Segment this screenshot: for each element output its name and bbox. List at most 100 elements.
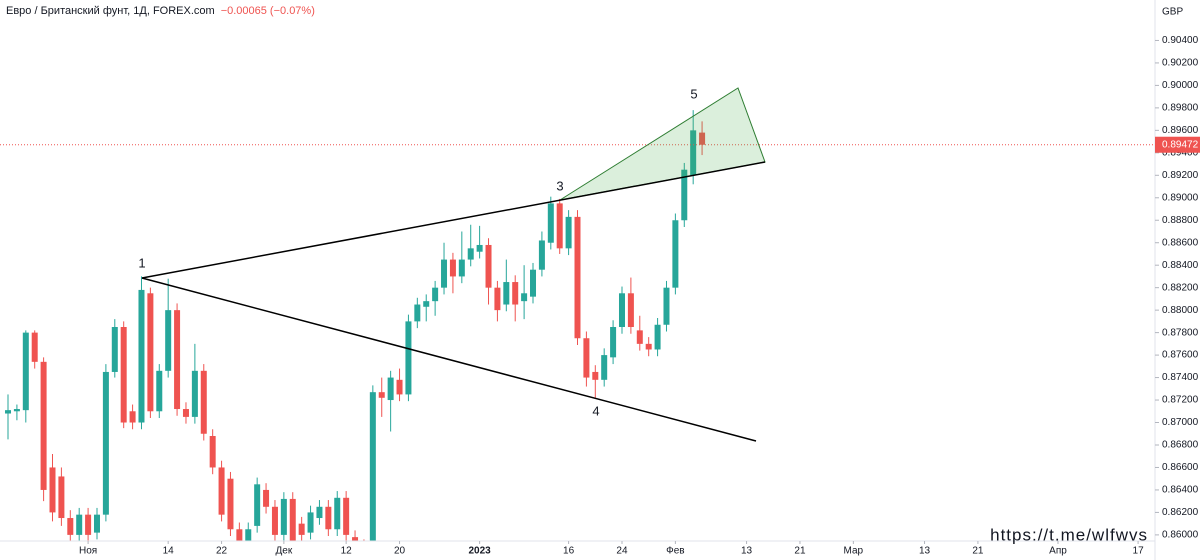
candle-body	[503, 282, 510, 305]
candle-body	[592, 371, 599, 380]
y-tick-label: 0.88000	[1162, 305, 1199, 316]
y-tick-label: 0.88200	[1162, 282, 1199, 293]
candle-body	[387, 377, 394, 401]
y-tick-label: 0.89200	[1162, 170, 1199, 181]
plot-area	[0, 110, 1155, 559]
wave-label: 5	[690, 86, 697, 101]
x-tick-label: 17	[1133, 546, 1145, 557]
lower-trend-line	[141, 277, 757, 442]
candle-body	[147, 293, 154, 412]
candle-body	[432, 287, 439, 302]
candle-body	[182, 409, 189, 417]
y-tick-label: 0.89400	[1162, 147, 1199, 158]
candle-body	[40, 361, 47, 490]
candle-body	[93, 514, 100, 533]
candle-body	[280, 498, 287, 535]
candle-body	[618, 293, 625, 327]
x-tick-label: 21	[972, 546, 984, 557]
candle-body	[636, 330, 643, 344]
candle-body	[245, 529, 252, 547]
x-tick-label: 16	[563, 546, 575, 557]
x-tick-label: 12	[341, 546, 353, 557]
candle-body	[111, 327, 118, 372]
x-tick-label: 20	[394, 546, 406, 557]
x-tick-label: 14	[163, 546, 175, 557]
x-axis-area	[0, 541, 1155, 560]
y-tick-label: 0.86800	[1162, 440, 1199, 451]
candle-body	[13, 409, 20, 412]
candle-body	[530, 269, 537, 297]
wave-label: 4	[592, 403, 599, 418]
last-price-label: 0.89472	[1162, 139, 1199, 150]
candle-body	[76, 514, 83, 535]
candle-body	[271, 506, 278, 535]
candle-body	[200, 370, 207, 434]
candle-body	[681, 169, 688, 221]
y-tick-label: 0.86000	[1162, 530, 1199, 541]
candle-body	[49, 467, 56, 513]
y-tick-label: 0.87200	[1162, 395, 1199, 406]
candle-body	[672, 220, 679, 288]
candle-body	[102, 371, 109, 515]
candle-body	[58, 476, 65, 519]
candle-body	[218, 467, 225, 515]
y-tick-label: 0.86200	[1162, 507, 1199, 518]
candle-body	[191, 370, 198, 417]
candle-body	[138, 289, 145, 423]
candle-body	[129, 411, 136, 423]
x-tick-label: 13	[919, 546, 931, 557]
x-tick-label: Мар	[844, 546, 864, 557]
x-tick-label: Дек	[275, 546, 292, 557]
candle-body	[120, 327, 127, 423]
candle-body	[574, 216, 581, 339]
candle-body	[31, 332, 38, 362]
x-tick-label: 21	[794, 546, 806, 557]
symbol-title: Евро / Британский фунт, 1Д, FOREX.com	[6, 5, 215, 17]
candle-body	[458, 259, 465, 277]
candle-body	[156, 370, 163, 412]
y-tick-label: 0.90000	[1162, 80, 1199, 91]
y-tick-label: 0.87400	[1162, 372, 1199, 383]
x-tick-label: 2023	[468, 546, 491, 557]
y-tick-label: 0.86600	[1162, 462, 1199, 473]
wave-label: 1	[138, 255, 145, 270]
candle-body	[67, 518, 74, 535]
candle-body	[307, 512, 314, 533]
candle-body	[369, 392, 376, 552]
y-tick-label: 0.89000	[1162, 192, 1199, 203]
candle-body	[654, 324, 661, 350]
x-tick-label: 22	[216, 546, 228, 557]
candle-body	[325, 506, 332, 530]
x-tick-label: 13	[741, 546, 753, 557]
y-tick-label: 0.89600	[1162, 125, 1199, 136]
candle-body	[343, 497, 350, 535]
candle-body	[165, 310, 172, 371]
candle-body	[565, 216, 572, 249]
y-tick-label: 0.87800	[1162, 327, 1199, 338]
candle-body	[378, 392, 385, 398]
y-tick-label: 0.88600	[1162, 237, 1199, 248]
candle-body	[556, 203, 563, 249]
candle-body	[485, 244, 492, 288]
currency-label: GBP	[1162, 7, 1183, 18]
candle-body	[512, 282, 519, 305]
candle-body	[467, 248, 474, 260]
x-tick-label: Ноя	[79, 546, 97, 557]
candle-body	[414, 304, 421, 322]
y-tick-label: 0.90200	[1162, 58, 1199, 69]
candle-body	[22, 332, 29, 411]
candle-body	[334, 497, 341, 530]
candle-body	[227, 478, 234, 530]
candle-body	[236, 529, 243, 547]
upper-trend-line	[141, 161, 766, 279]
candle-body	[396, 379, 403, 395]
candle-body	[298, 523, 305, 535]
candle-body	[174, 310, 181, 410]
candle-body	[645, 343, 652, 350]
y-axis-area	[1155, 0, 1200, 560]
pattern-drawing: 1 3 4 5	[138, 86, 766, 442]
price-change: −0.00065 (−0.07%)	[221, 5, 315, 17]
candle-body	[583, 338, 590, 378]
